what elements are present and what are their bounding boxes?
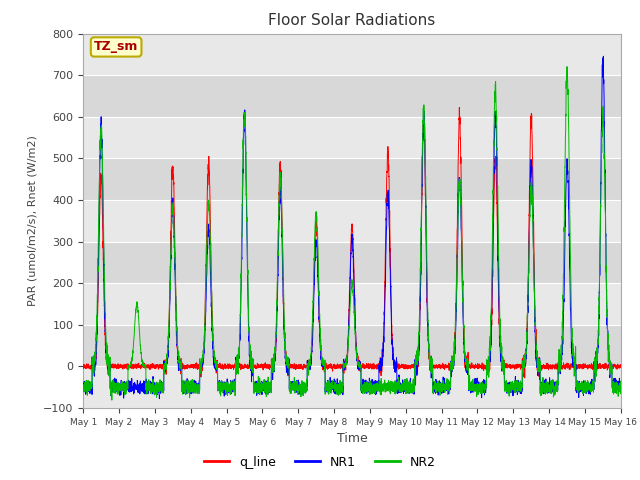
NR1 (443, 387, 451, 393)
q_line (503, 362, 511, 368)
NR1 (616, 388, 624, 394)
NR1 (156, 396, 163, 401)
Bar (83, 325, 621, 366)
q_line (617, 364, 625, 370)
Bar (83, 200, 621, 241)
q_line (412, 382, 419, 388)
Bar (83, 75, 621, 117)
NR1 (332, 388, 340, 394)
NR1 (503, 385, 511, 391)
NR2 (79, 387, 87, 393)
q_line (473, 364, 481, 370)
q_line (332, 362, 340, 368)
q_line (456, 105, 463, 110)
Legend: q_line, NR1, NR2: q_line, NR1, NR2 (199, 451, 441, 474)
NR2 (616, 386, 624, 392)
Title: Floor Solar Radiations: Floor Solar Radiations (268, 13, 436, 28)
q_line (176, 362, 184, 368)
NR2 (503, 388, 511, 394)
Line: NR2: NR2 (83, 67, 621, 400)
Line: NR1: NR1 (83, 56, 621, 398)
Bar (83, 34, 621, 75)
NR2 (108, 397, 116, 403)
NR2 (617, 382, 625, 388)
q_line (616, 363, 624, 369)
NR2 (176, 363, 184, 369)
q_line (79, 362, 87, 368)
Bar (83, 117, 621, 158)
NR1 (600, 53, 607, 59)
NR2 (443, 384, 451, 390)
NR2 (472, 387, 480, 393)
Bar (83, 241, 621, 283)
Text: TZ_sm: TZ_sm (94, 40, 138, 53)
Bar (83, 366, 621, 408)
Bar (83, 158, 621, 200)
NR2 (563, 64, 571, 70)
NR1 (79, 383, 87, 388)
Y-axis label: PAR (umol/m2/s), Rnet (W/m2): PAR (umol/m2/s), Rnet (W/m2) (28, 135, 38, 306)
NR1 (472, 387, 480, 393)
Line: q_line: q_line (83, 108, 621, 385)
Bar (83, 283, 621, 325)
NR1 (176, 358, 184, 364)
NR1 (617, 384, 625, 390)
q_line (443, 363, 451, 369)
X-axis label: Time: Time (337, 432, 367, 445)
NR2 (332, 385, 340, 391)
